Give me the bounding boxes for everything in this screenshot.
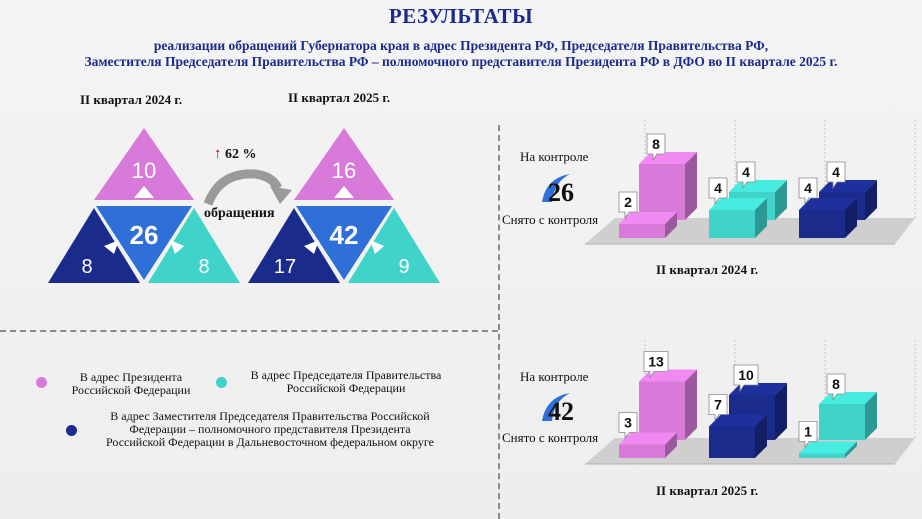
data-label-removed: 4	[708, 177, 728, 206]
pyramid-2025-top-value: 16	[331, 158, 357, 183]
requests-label: обращения	[204, 206, 275, 221]
svg-text:13: 13	[648, 354, 664, 370]
pyramid-2024-left-value: 8	[81, 256, 93, 278]
bar-removed	[799, 198, 857, 238]
bar-chart-2024: 8 2 4 4 4 4	[585, 120, 916, 245]
bar-on-control	[639, 152, 697, 220]
triangle-center	[296, 206, 392, 280]
pyramid-2024-right-value: 8	[198, 256, 210, 278]
period-label-2024: II квартал 2024 г.	[80, 92, 183, 107]
on-control-label-2025: На контроле	[520, 369, 589, 384]
data-label-on-control: 4	[736, 161, 756, 190]
triangle-president	[94, 128, 194, 200]
legend-deputy: В адрес Заместителя Председателя Правите…	[106, 409, 434, 449]
data-label-on-control: 4	[826, 161, 846, 190]
svg-text:7: 7	[714, 397, 722, 413]
svg-text:8: 8	[832, 376, 840, 392]
removed-label-2025: Снято с контроля	[502, 430, 599, 445]
legend-dot-chairman	[216, 377, 227, 388]
legend-chairman: В адрес Председателя Правительства Росси…	[250, 368, 442, 395]
svg-text:4: 4	[804, 180, 812, 196]
svg-text:4: 4	[832, 164, 840, 180]
data-label-removed: 4	[798, 177, 818, 206]
bar-on-control	[819, 392, 877, 440]
removed-label-2024: Снято с контроля	[502, 212, 599, 227]
bar-removed	[799, 441, 857, 458]
pyramid-2024-center-value: 26	[129, 220, 159, 250]
pyramid-2025-left-value: 17	[273, 256, 297, 278]
svg-text:3: 3	[624, 415, 632, 431]
bar-chart-2025: 13 3 10 7 8 1	[585, 340, 916, 465]
legend-dot-president	[36, 377, 47, 388]
legend-dot-deputy	[66, 425, 77, 436]
triangle-deputy	[248, 208, 340, 283]
svg-text:8: 8	[652, 136, 660, 152]
svg-text:4: 4	[742, 164, 750, 180]
pyramid-2024-top-value: 10	[131, 158, 157, 183]
subtitle-line-1: реализации обращений Губернатора края в …	[153, 38, 769, 53]
subtitle-line-2: Заместителя Председателя Правительства Р…	[84, 54, 838, 69]
data-label-removed: 2	[618, 191, 638, 220]
triangle-president	[294, 128, 394, 200]
growth-value: 62 %	[225, 147, 257, 162]
data-label-removed: 7	[708, 394, 728, 422]
triangle-deputy	[48, 208, 140, 283]
data-label-on-control: 13	[643, 351, 669, 379]
chart-caption-2024: II квартал 2024 г.	[656, 262, 759, 277]
vertical-divider	[498, 125, 500, 519]
total-2024: 26	[548, 178, 574, 207]
legend-president: В адрес Президента Российской Федерации	[71, 370, 191, 397]
data-label-on-control: 10	[733, 364, 759, 393]
pyramid-2025-right-value: 9	[398, 256, 410, 278]
bar-removed	[709, 414, 767, 458]
triangle-chairman	[348, 208, 440, 283]
bar-removed	[709, 198, 767, 238]
curved-arrow-icon	[203, 169, 292, 206]
bar-removed	[619, 432, 677, 458]
svg-text:2: 2	[624, 194, 632, 210]
period-label-2025: II квартал 2025 г.	[288, 90, 391, 105]
data-label-removed: 3	[618, 412, 638, 440]
svg-text:4: 4	[714, 180, 722, 196]
swoosh-icon	[542, 174, 570, 202]
data-label-on-control: 8	[646, 133, 666, 162]
triangle-center	[96, 206, 192, 280]
pyramid-2024: 10 26 8 8	[44, 128, 244, 283]
svg-text:10: 10	[738, 367, 754, 383]
bar-removed	[619, 212, 677, 238]
horizontal-divider	[0, 330, 498, 332]
pyramid-2025: 16 42 17 9	[244, 128, 444, 283]
page-title: РЕЗУЛЬТАТЫ	[388, 4, 534, 28]
triangle-chairman	[148, 208, 240, 283]
data-label-on-control: 8	[826, 373, 846, 402]
swoosh-icon	[542, 393, 570, 421]
growth-indicator: ↑ 62 %	[214, 146, 257, 163]
arrow-up-icon: ↑	[214, 146, 222, 162]
total-2025: 42	[548, 397, 574, 426]
data-label-removed: 1	[798, 421, 818, 449]
on-control-label-2024: На контроле	[520, 149, 589, 164]
bar-on-control	[639, 369, 697, 440]
chart-caption-2025: II квартал 2025 г.	[656, 483, 759, 498]
pyramid-2025-center-value: 42	[329, 220, 359, 250]
svg-text:1: 1	[804, 424, 812, 440]
